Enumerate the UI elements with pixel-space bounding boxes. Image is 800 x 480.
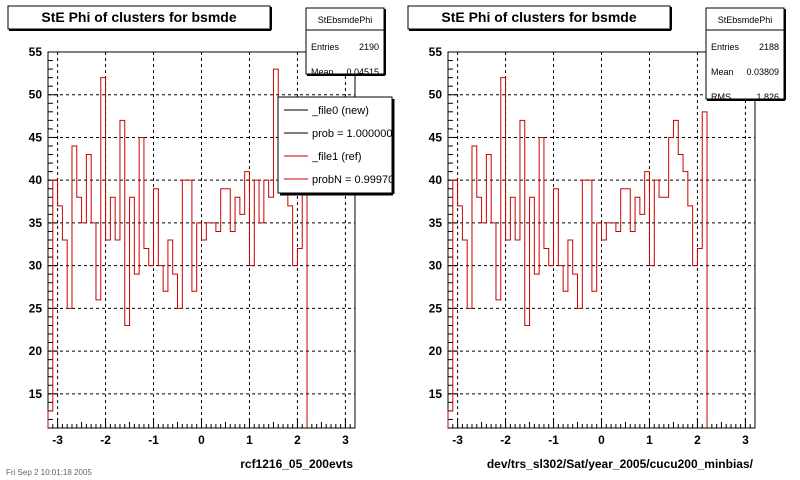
y-tick-label: 40 xyxy=(29,173,43,187)
stats-label: Mean xyxy=(311,67,334,77)
chart-title: StE Phi of clusters for bsmde xyxy=(407,5,672,31)
y-tick-label: 40 xyxy=(429,173,443,187)
y-tick-label: 30 xyxy=(429,259,443,273)
x-tick-label: -3 xyxy=(452,433,463,447)
x-tick-label: -1 xyxy=(148,433,159,447)
left-pad: -3 -2 -1 0 1 2 3 15 20 25 30 35 40 45 50 55 StE Phi of c… xyxy=(7,5,395,471)
x-axis-label: dev/trs_sl302/Sat/year_2005/cucu200_minb… xyxy=(487,457,754,471)
y-tick-label: 15 xyxy=(429,387,443,401)
x-tick-label: 2 xyxy=(694,433,701,447)
histogram-ref xyxy=(47,68,308,428)
stats-label: Entries xyxy=(711,42,740,52)
stats-box: StEbsmdePhi Entries 2190 Mean 0.04515 xyxy=(305,7,386,77)
y-tick-label: 55 xyxy=(29,45,43,59)
y-tick-label: 30 xyxy=(29,259,43,273)
left-histogram: -3 -2 -1 0 1 2 3 15 20 25 30 35 40 45 50 55 StE Phi of c… xyxy=(7,5,395,471)
stats-value: 1.826 xyxy=(756,92,779,102)
x-tick-label: 3 xyxy=(742,433,749,447)
y-tick-label: 25 xyxy=(29,301,43,315)
y-tick-label: 35 xyxy=(429,216,443,230)
y-tick-label: 50 xyxy=(29,88,43,102)
right-histogram: -3 -2 -1 0 1 2 3 15 20 25 30 35 40 45 50 55 StE Phi of c… xyxy=(407,5,786,471)
stats-label: Mean xyxy=(711,67,734,77)
y-tick-label: 35 xyxy=(29,216,43,230)
legend-entry: probN = 0.99970 xyxy=(312,174,394,186)
x-tick-label: -2 xyxy=(500,433,511,447)
histogram-ref xyxy=(447,77,708,428)
chart-title-text: StE Phi of clusters for bsmde xyxy=(41,9,236,25)
legend-entry: prob = 1.000000 xyxy=(312,128,392,140)
y-tick-label: 50 xyxy=(429,88,443,102)
x-tick-label: 0 xyxy=(598,433,605,447)
legend-frame xyxy=(277,96,393,194)
chart-title-text: StE Phi of clusters for bsmde xyxy=(441,9,636,25)
x-tick-label: 3 xyxy=(342,433,349,447)
y-tick-label: 15 xyxy=(29,387,43,401)
x-axis-label: rcf1216_05_200evts xyxy=(240,457,353,471)
stats-value: 0.04515 xyxy=(346,67,379,77)
x-tick-label: 1 xyxy=(646,433,653,447)
right-pad: -3 -2 -1 0 1 2 3 15 20 25 30 35 40 45 50 55 StE Phi of c… xyxy=(400,0,800,480)
stats-label: Entries xyxy=(311,42,340,52)
x-tick-label: -3 xyxy=(52,433,63,447)
stats-box: StEbsmdePhi Entries 2188 Mean 0.03809 RMS 1.82… xyxy=(705,7,786,102)
y-tick-label: 45 xyxy=(429,130,443,144)
stats-name: StEbsmdePhi xyxy=(318,15,373,25)
footer-date: Fri Sep 2 10:01:18 2005 xyxy=(6,468,92,477)
y-tick-label: 45 xyxy=(29,130,43,144)
x-tick-label: 2 xyxy=(294,433,301,447)
x-tick-label: -1 xyxy=(548,433,559,447)
y-tick-label: 20 xyxy=(429,344,443,358)
y-tick-label: 20 xyxy=(29,344,43,358)
stats-name: StEbsmdePhi xyxy=(718,15,773,25)
chart-title: StE Phi of clusters for bsmde xyxy=(7,5,272,31)
legend-entry: _file0 (new) xyxy=(311,105,369,117)
stats-label: RMS xyxy=(711,92,731,102)
stats-value: 0.03809 xyxy=(746,67,779,77)
y-tick-label: 55 xyxy=(429,45,443,59)
y-tick-label: 25 xyxy=(429,301,443,315)
x-tick-label: 1 xyxy=(246,433,253,447)
legend: _file0 (new) prob = 1.000000 _file1 (ref) p… xyxy=(277,96,395,196)
x-tick-label: 0 xyxy=(198,433,205,447)
x-tick-label: -2 xyxy=(100,433,111,447)
stats-value: 2190 xyxy=(359,42,379,52)
stats-value: 2188 xyxy=(759,42,779,52)
legend-entry: _file1 (ref) xyxy=(311,151,362,163)
stats-frame xyxy=(705,7,785,100)
